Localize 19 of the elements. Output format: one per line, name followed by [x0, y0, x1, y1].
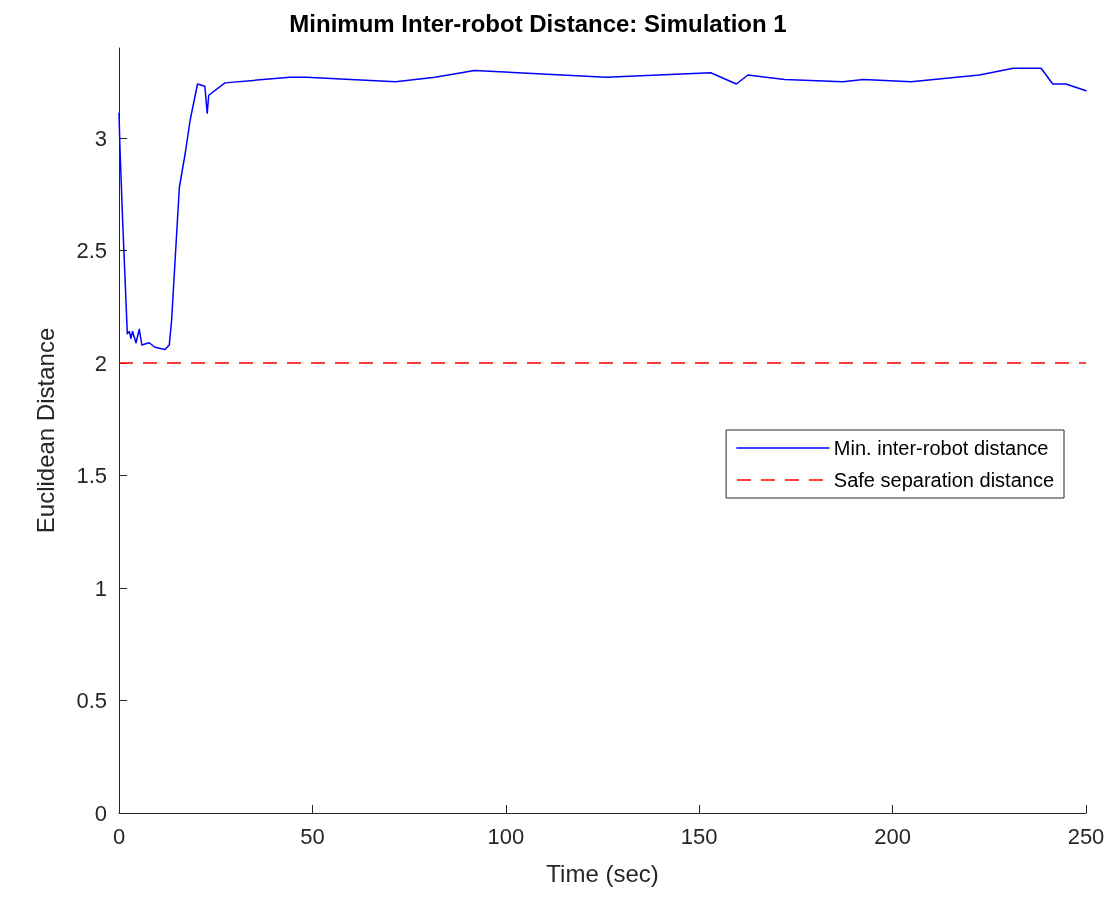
y-tick-label: 1 — [94, 575, 107, 601]
y-tick-label: 0.5 — [76, 688, 107, 713]
y-tick-label: 0 — [94, 800, 107, 826]
y-tick-label: 3 — [94, 125, 107, 151]
chart-title: Minimum Inter-robot Distance: Simulation 1 — [289, 9, 787, 37]
x-tick-label: 150 — [680, 823, 718, 849]
legend-label: Safe separation distance — [833, 469, 1055, 491]
y-tick-label: 1.5 — [76, 463, 107, 488]
y-tick-label: 2.5 — [76, 238, 107, 263]
y-axis-title: Euclidean Distance — [31, 327, 59, 534]
x-tick-label: 100 — [487, 823, 525, 849]
line-series — [118, 67, 1087, 351]
x-axis-title: Time (sec) — [546, 859, 659, 887]
x-tick-label: 200 — [874, 823, 911, 849]
x-tick-label: 0 — [112, 823, 126, 849]
legend-label: Min. inter-robot distance — [833, 437, 1049, 459]
x-tick-label: 250 — [1067, 823, 1105, 849]
y-tick-label: 2 — [94, 350, 107, 376]
x-tick-label: 50 — [300, 823, 325, 849]
